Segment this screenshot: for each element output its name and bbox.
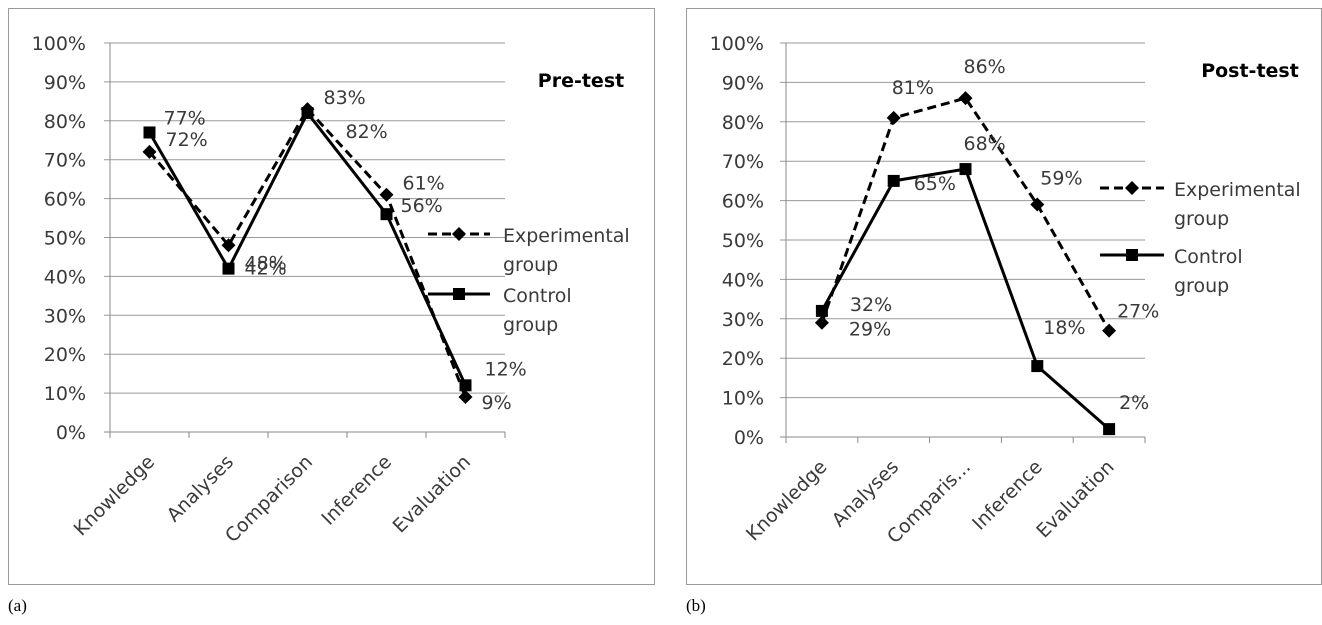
control-point-marker (1031, 360, 1044, 373)
control-point-marker (222, 262, 235, 275)
y-tick-label: 60% (722, 191, 764, 213)
experimental-series-line (820, 96, 1111, 332)
experimental-data-label: 83% (324, 87, 366, 109)
control-point-marker (1103, 423, 1116, 436)
y-tick-label: 100% (32, 33, 86, 55)
experimental-data-label: 48% (245, 252, 287, 274)
experimental-legend-label: group (1174, 208, 1229, 230)
control-point-marker (143, 126, 156, 139)
control-data-label: 77% (164, 107, 206, 129)
control-legend-label: Control (503, 285, 572, 307)
caption-b: (b) (686, 596, 706, 615)
y-tick-label: 20% (722, 348, 764, 370)
experimental-data-label: 81% (892, 77, 934, 99)
x-tick-label: Evaluation (1032, 456, 1118, 542)
experimental-data-label: 61% (403, 173, 445, 195)
experimental-legend-marker (452, 227, 466, 241)
control-data-label: 42% (245, 258, 287, 280)
y-tick-label: 90% (44, 72, 86, 94)
control-point-marker (887, 174, 900, 187)
experimental-point-marker (1102, 323, 1117, 338)
experimental-legend-label: group (503, 254, 558, 276)
experimental-point-marker (886, 110, 901, 125)
experimental-data-label: 86% (964, 56, 1006, 78)
y-tick-label: 0% (734, 427, 764, 449)
control-point-marker (301, 107, 314, 120)
y-tick-label: 10% (722, 388, 764, 410)
experimental-point-marker (1030, 197, 1045, 212)
caption-a: (a) (8, 596, 27, 615)
y-tick-label: 100% (710, 33, 764, 55)
chart-title: Pre-test (538, 70, 624, 92)
experimental-point-marker (221, 238, 236, 253)
control-legend-marker (453, 288, 465, 300)
experimental-series-line (148, 106, 467, 398)
control-data-label: 2% (1119, 392, 1149, 414)
control-legend-label: Control (1174, 246, 1243, 268)
experimental-legend-label: Experimental (503, 225, 630, 247)
control-legend-marker (1126, 249, 1138, 261)
control-point-marker (959, 163, 972, 176)
control-data-label: 56% (401, 195, 443, 217)
experimental-point-marker (379, 187, 394, 202)
y-tick-label: 80% (44, 111, 86, 133)
y-tick-label: 50% (44, 228, 86, 250)
experimental-legend-marker (1125, 181, 1139, 195)
chart-panel-pretest (8, 8, 655, 585)
control-data-label: 12% (485, 358, 527, 380)
experimental-data-label: 72% (166, 129, 208, 151)
y-tick-label: 0% (56, 422, 86, 444)
experimental-data-label: 9% (482, 392, 512, 414)
y-tick-label: 70% (44, 150, 86, 172)
x-tick-label: Analyses (828, 456, 903, 531)
experimental-data-label: 29% (849, 319, 891, 341)
y-tick-label: 60% (44, 189, 86, 211)
experimental-data-label: 59% (1040, 168, 1082, 190)
y-tick-label: 80% (722, 112, 764, 134)
experimental-point-marker (814, 315, 829, 330)
y-tick-label: 30% (722, 309, 764, 331)
y-tick-label: 40% (44, 266, 86, 288)
control-legend-label: group (1174, 275, 1229, 297)
x-tick-label: Knowledge (742, 456, 831, 545)
y-tick-label: 70% (722, 151, 764, 173)
y-tick-label: 90% (722, 72, 764, 94)
control-legend-label: group (503, 314, 558, 336)
experimental-legend-label: Experimental (1174, 179, 1301, 201)
control-data-label: 82% (346, 121, 388, 143)
experimental-point-marker (958, 91, 973, 106)
control-data-label: 68% (964, 133, 1006, 155)
control-point-marker (459, 379, 472, 392)
y-tick-label: 50% (722, 230, 764, 252)
control-point-marker (815, 304, 828, 317)
experimental-point-marker (458, 389, 473, 404)
control-data-label: 18% (1043, 317, 1085, 339)
control-data-label: 65% (914, 173, 956, 195)
chart-panel-posttest (686, 8, 1322, 585)
experimental-point-marker (142, 144, 157, 159)
y-tick-label: 40% (722, 269, 764, 291)
y-tick-label: 10% (44, 383, 86, 405)
control-data-label: 32% (850, 294, 892, 316)
chart-title: Post-test (1201, 60, 1299, 82)
y-tick-label: 30% (44, 305, 86, 327)
control-point-marker (380, 208, 393, 221)
y-tick-label: 20% (44, 344, 86, 366)
experimental-data-label: 27% (1117, 301, 1159, 323)
